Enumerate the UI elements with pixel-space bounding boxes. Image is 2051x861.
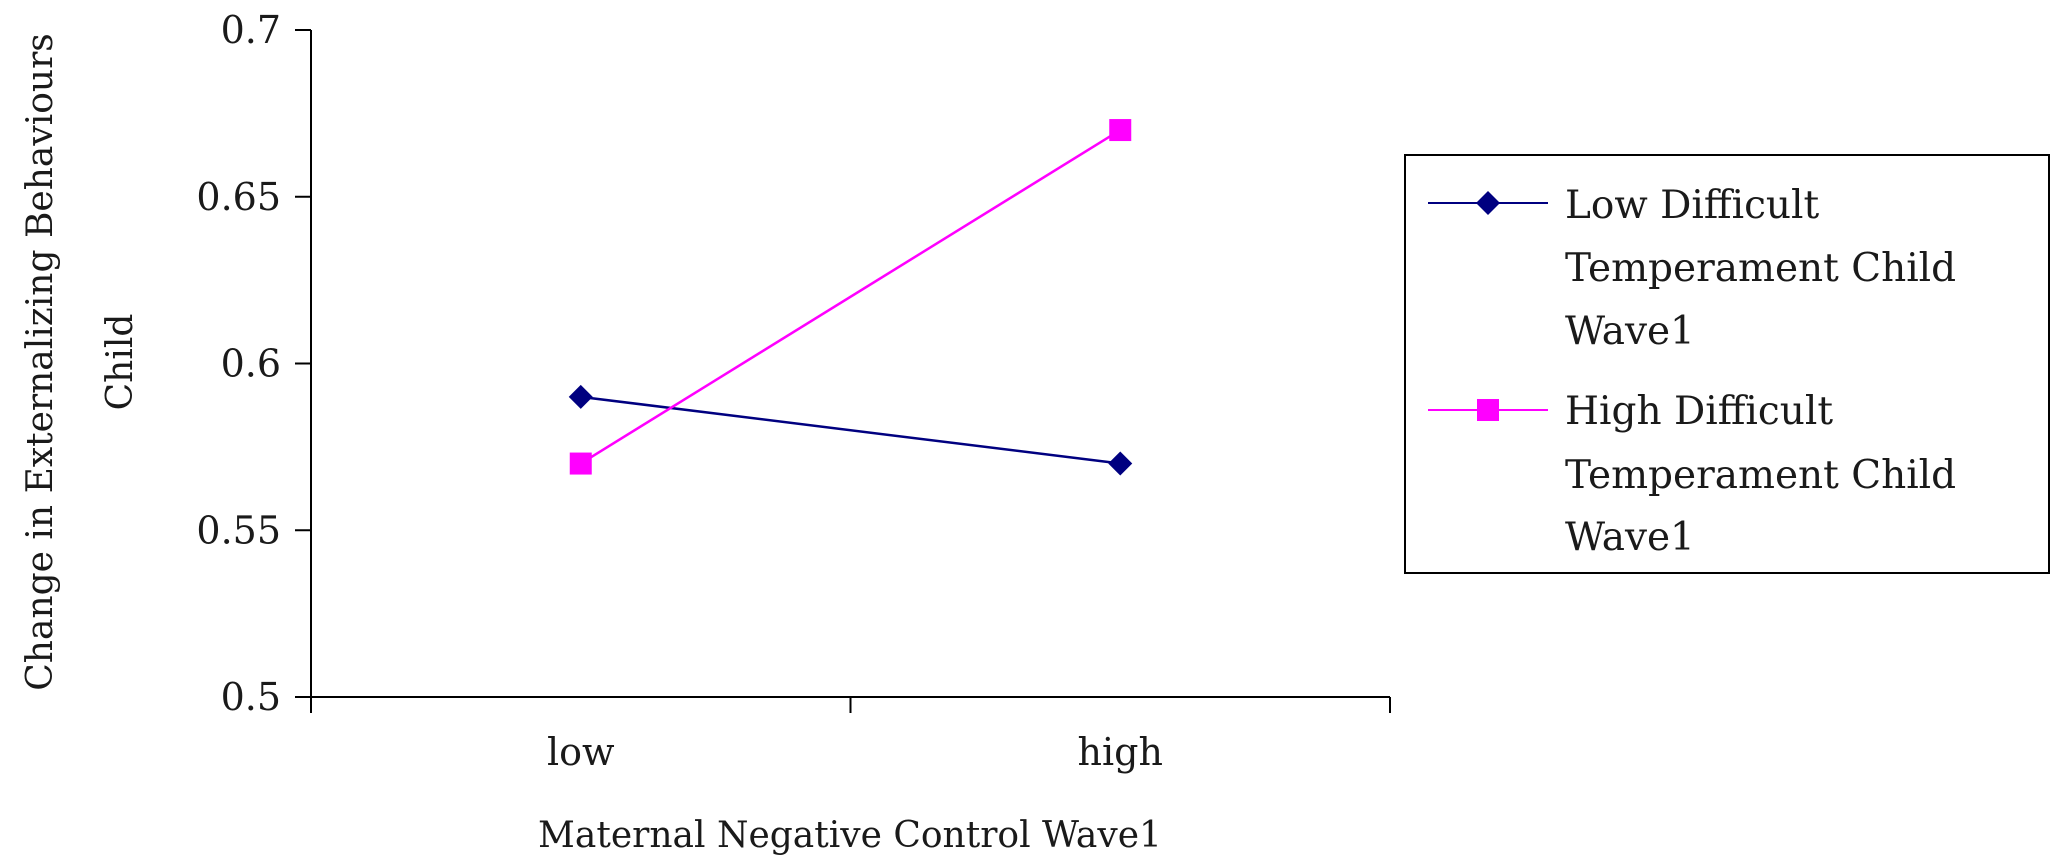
- y-axis-title: Change in Externalizing Behaviours Child: [20, 33, 141, 691]
- legend-label-low-line-2: Temperament Child: [1565, 246, 1956, 291]
- data-point-diamond: [1108, 451, 1133, 476]
- series-layer: [568, 119, 1133, 476]
- y-tick-label: 0.6: [221, 342, 281, 386]
- legend-item-low-difficult: Low Difficult Temperament Child Wave1: [1428, 183, 1956, 354]
- legend-diamond-marker: [1476, 191, 1500, 215]
- legend-label-low-line-1: Low Difficult: [1565, 183, 1820, 228]
- data-point-square: [1109, 119, 1132, 142]
- data-point-square: [569, 452, 592, 475]
- data-point-diamond: [568, 384, 593, 409]
- x-tick-label: low: [547, 730, 615, 774]
- series-line: [580, 128, 1121, 465]
- legend-label-high-line-1: High Difficult: [1565, 389, 1833, 434]
- y-axis-title-line-1: Change in Externalizing Behaviours: [20, 33, 61, 691]
- x-ticks: low high: [310, 697, 1391, 774]
- legend-label-high-line-3: Wave1: [1565, 515, 1695, 560]
- legend: Low Difficult Temperament Child Wave1 Hi…: [1404, 154, 2050, 574]
- y-axis-title-line-2: Child: [100, 314, 141, 411]
- y-ticks: 0.5 0.55 0.6 0.65 0.7: [196, 8, 311, 719]
- x-tick-label: high: [1078, 730, 1163, 774]
- y-tick-label: 0.5: [221, 675, 281, 719]
- legend-box: [1404, 154, 2050, 574]
- legend-item-high-difficult: High Difficult Temperament Child Wave1: [1428, 389, 1956, 560]
- x-axis-title: Maternal Negative Control Wave1: [538, 815, 1162, 856]
- series-line: [580, 395, 1121, 465]
- legend-label-high-line-2: Temperament Child: [1565, 453, 1956, 498]
- y-tick-label: 0.65: [196, 175, 281, 219]
- y-tick-label: 0.55: [196, 508, 281, 552]
- legend-label-low-line-3: Wave1: [1565, 309, 1695, 354]
- y-tick-label: 0.7: [221, 8, 281, 52]
- legend-square-marker: [1477, 399, 1499, 421]
